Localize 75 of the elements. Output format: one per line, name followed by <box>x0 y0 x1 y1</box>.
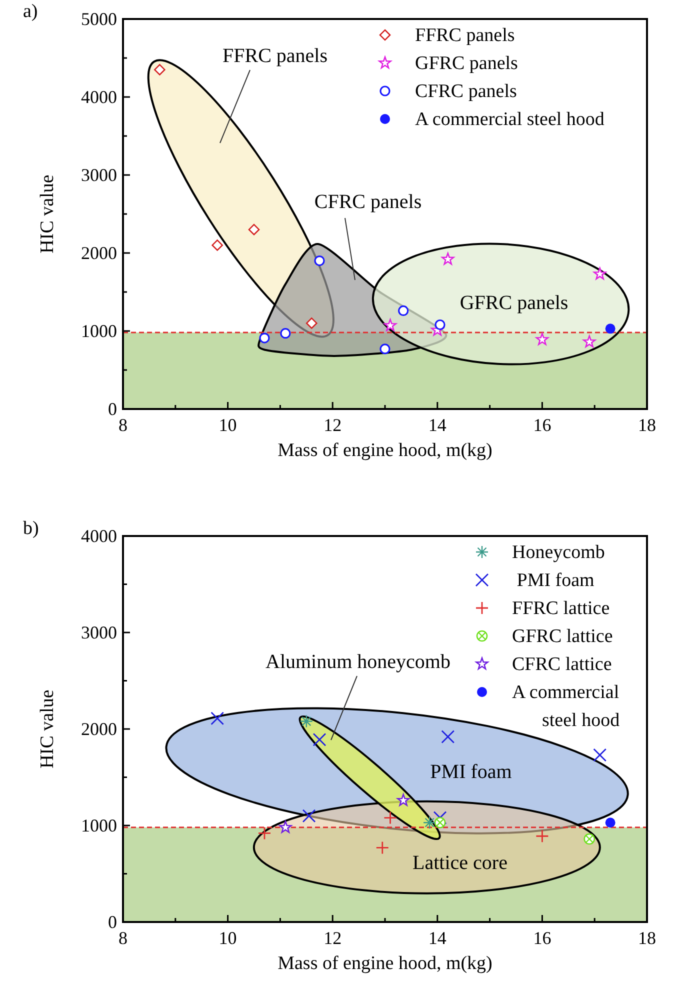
legend-label: CFRC lattice <box>512 654 612 675</box>
point <box>422 816 436 830</box>
legend-label: Honeycomb <box>512 542 605 563</box>
legend-label: A commercial steel hood <box>415 109 605 130</box>
x-tick-label: 12 <box>324 928 342 948</box>
y-tick-label: 0 <box>108 399 117 419</box>
legend-label: FFRC panels <box>415 25 515 46</box>
y-tick-label: 2000 <box>81 719 117 739</box>
x-tick-label: 18 <box>638 415 656 435</box>
legend-label: GFRC panels <box>415 53 518 74</box>
x-tick-label: 10 <box>218 928 237 948</box>
y-tick-label: 3000 <box>81 622 117 642</box>
point <box>376 840 390 854</box>
point <box>536 829 549 843</box>
point <box>306 318 318 329</box>
point <box>441 730 455 744</box>
point <box>300 714 313 728</box>
point <box>605 818 616 828</box>
x-tick-label: 12 <box>324 415 342 435</box>
y-axis-title: HIC value <box>37 174 58 254</box>
point <box>248 224 260 236</box>
chart-title: a) <box>23 1 38 22</box>
x-axis-title: Mass of engine hood, m(kg) <box>278 953 492 974</box>
point <box>536 332 549 346</box>
x-tick-label: 14 <box>428 928 446 948</box>
legend-label: GFRC lattice <box>512 626 613 647</box>
point <box>605 324 616 334</box>
point <box>384 318 397 332</box>
point <box>396 794 410 806</box>
x-tick-label: 8 <box>118 415 128 435</box>
annotation: Aluminum honeycomb <box>266 651 450 673</box>
point <box>312 732 326 746</box>
annotation: CFRC panels <box>314 191 422 213</box>
annotation: PMI foam <box>430 761 512 783</box>
point <box>434 319 446 330</box>
x-axis-title: Mass of engine hood, m(kg) <box>278 440 492 461</box>
point <box>258 826 272 840</box>
point <box>314 256 325 266</box>
point <box>384 811 397 824</box>
y-tick-label: 4000 <box>81 87 117 107</box>
annotation: Lattice core <box>412 852 508 874</box>
y-tick-label: 4000 <box>81 526 117 546</box>
point <box>280 328 291 339</box>
point <box>302 809 316 823</box>
chart-title: b) <box>23 518 39 539</box>
x-tick-label: 14 <box>428 415 446 435</box>
x-tick-label: 8 <box>118 928 128 948</box>
x-tick-label: 18 <box>638 928 656 948</box>
point <box>380 344 390 354</box>
y-axis-title: HIC value <box>37 690 58 768</box>
point <box>593 748 607 762</box>
annotation: GFRC panels <box>460 292 568 314</box>
y-tick-label: 2000 <box>81 243 117 263</box>
point <box>279 820 292 833</box>
point <box>154 64 166 76</box>
legend-label: PMI foam <box>512 570 595 591</box>
y-tick-label: 0 <box>108 912 117 932</box>
point <box>210 712 224 726</box>
legend-label: FFRC lattice <box>512 598 610 619</box>
point <box>583 335 596 348</box>
x-tick-label: 16 <box>533 928 552 948</box>
x-tick-label: 16 <box>533 415 552 435</box>
legend-label: CFRC panels <box>415 81 517 102</box>
annotation: FFRC panels <box>222 45 328 67</box>
point <box>398 305 409 316</box>
y-tick-label: 5000 <box>81 9 117 29</box>
point <box>593 267 606 280</box>
point <box>212 240 223 251</box>
x-tick-label: 10 <box>218 415 237 435</box>
y-tick-label: 1000 <box>81 816 117 836</box>
y-tick-label: 1000 <box>81 321 117 341</box>
point <box>259 332 270 344</box>
point <box>442 252 454 265</box>
y-tick-label: 3000 <box>81 165 117 185</box>
legend-label: A commercial steel hood <box>512 682 620 731</box>
